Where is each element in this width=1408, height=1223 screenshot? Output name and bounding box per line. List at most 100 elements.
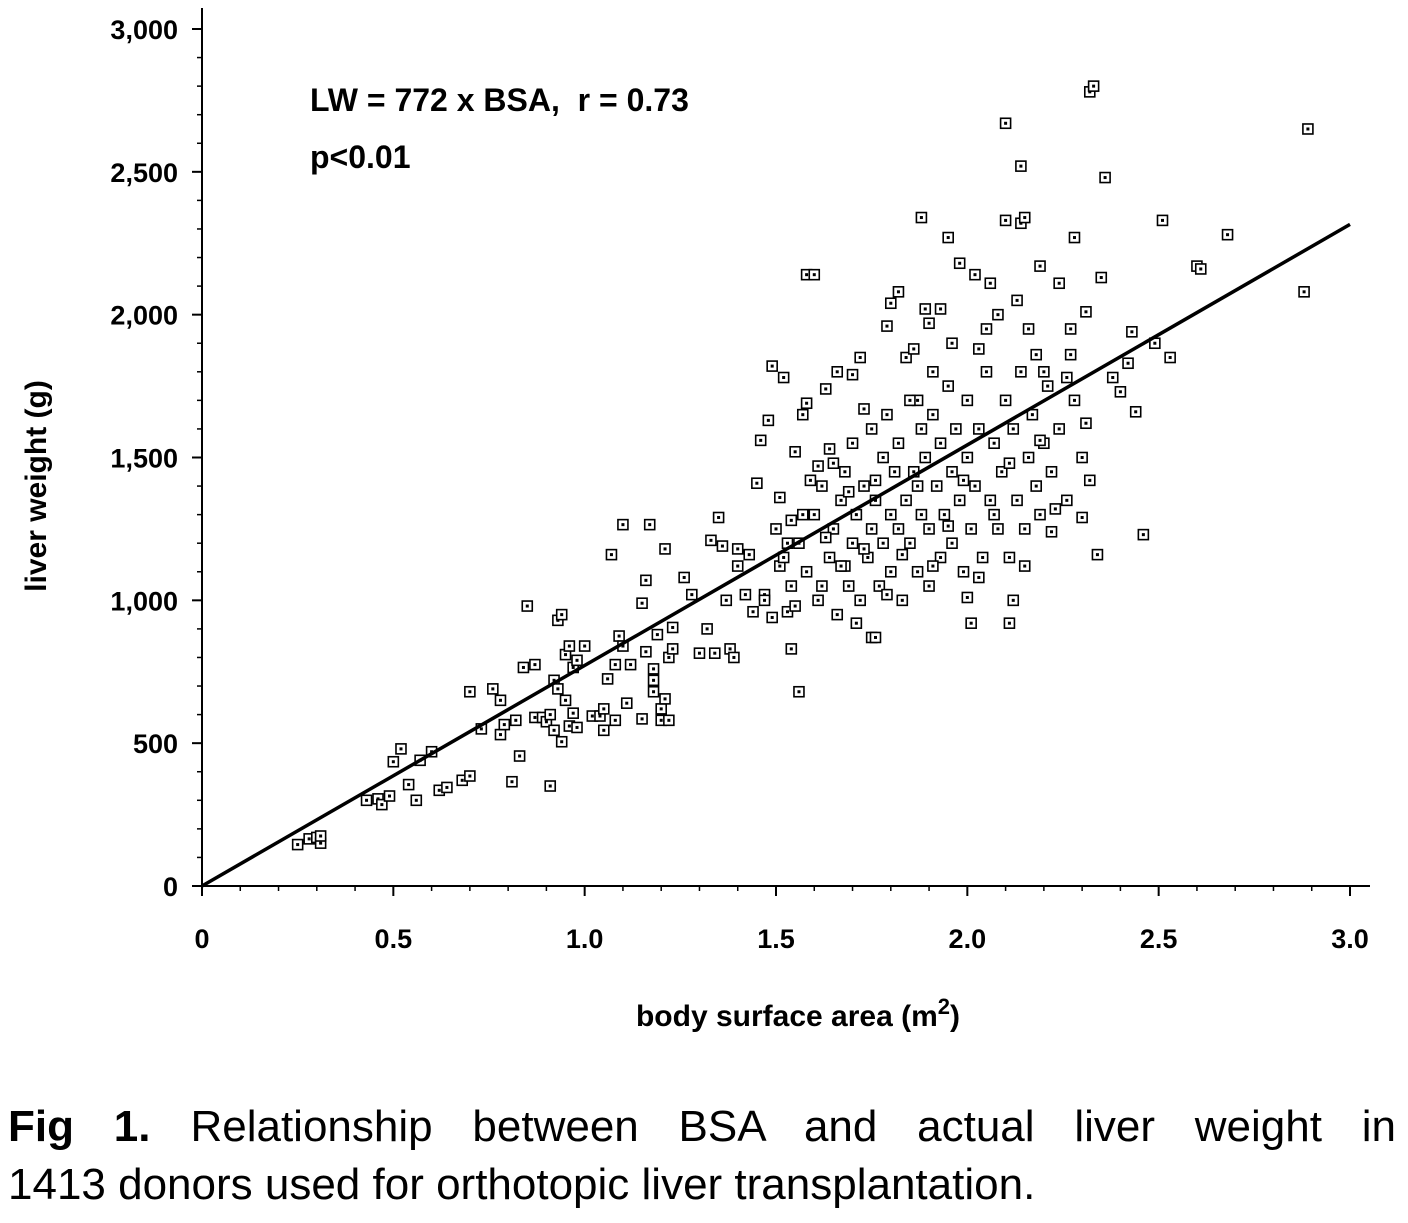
data-point-center <box>518 754 522 758</box>
data-point-center <box>705 627 709 631</box>
data-point-center <box>896 290 900 294</box>
data-point-center <box>889 301 893 305</box>
data-point-center <box>782 376 786 380</box>
data-point-center <box>839 564 843 568</box>
data-point-center <box>713 651 717 655</box>
data-point-center <box>939 307 943 311</box>
data-point-center <box>839 498 843 502</box>
data-point-center <box>942 513 946 517</box>
data-point-center <box>896 527 900 531</box>
data-point-center <box>789 647 793 651</box>
data-point-center <box>1141 533 1145 537</box>
data-point-center <box>1004 398 1008 402</box>
data-point-center <box>575 725 579 729</box>
data-point-center <box>564 653 568 657</box>
data-point-center <box>973 484 977 488</box>
data-point-center <box>778 564 782 568</box>
data-point-center <box>1065 498 1069 502</box>
data-point-center <box>391 760 395 764</box>
data-point-center <box>801 513 805 517</box>
data-point-center <box>1004 218 1008 222</box>
data-point-center <box>831 527 835 531</box>
data-point-center <box>828 447 832 451</box>
data-point-center <box>858 598 862 602</box>
data-point-center <box>621 523 625 527</box>
x-tick-label: 0.5 <box>375 924 413 954</box>
data-point-center <box>1046 384 1050 388</box>
data-point-center <box>1027 327 1031 331</box>
data-point-center <box>904 356 908 360</box>
data-point-center <box>977 347 981 351</box>
data-point-center <box>816 598 820 602</box>
data-point-center <box>977 427 981 431</box>
data-point-center <box>774 527 778 531</box>
data-point-center <box>319 841 323 845</box>
data-point-center <box>1053 507 1057 511</box>
data-point-center <box>460 778 464 782</box>
data-point-center <box>900 598 904 602</box>
scatter-chart: 0 500 1,000 1,500 2,000 2,500 3,000 0 0.5 1.0 1.5… <box>20 8 1370 1033</box>
data-point-center <box>912 347 916 351</box>
data-point-center <box>1126 361 1130 365</box>
data-point-center <box>1004 121 1008 125</box>
data-point-center <box>812 513 816 517</box>
data-point-center <box>801 413 805 417</box>
data-point-center <box>1069 353 1073 357</box>
data-point-center <box>1023 564 1027 568</box>
data-point-center <box>919 216 923 220</box>
data-point-center <box>602 728 606 732</box>
data-point-center <box>743 593 747 597</box>
regression-line <box>201 222 1351 888</box>
data-point-center <box>828 555 832 559</box>
data-point-center <box>939 441 943 445</box>
data-point-center <box>946 384 950 388</box>
data-point-center <box>778 495 782 499</box>
data-point-center <box>445 785 449 789</box>
data-point-center <box>1065 376 1069 380</box>
data-point-center <box>514 718 518 722</box>
data-point-center <box>988 498 992 502</box>
data-point-center <box>521 665 525 669</box>
data-point-center <box>824 387 828 391</box>
data-point-center <box>1015 298 1019 302</box>
data-point-center <box>923 456 927 459</box>
figure-caption: Fig 1. Relationship between BSA and actua… <box>8 1098 1396 1214</box>
data-point-center <box>602 707 606 711</box>
data-point-center <box>854 513 858 517</box>
caption-text-1: Relationship between BSA and actual live… <box>190 1102 1397 1151</box>
data-point-center <box>498 698 502 702</box>
data-point-center <box>870 527 874 531</box>
data-point-center <box>560 740 564 744</box>
data-point-center <box>793 604 797 608</box>
data-point-center <box>667 718 671 722</box>
data-point-center <box>904 498 908 502</box>
data-point-center <box>770 364 774 368</box>
y-tick-label: 1,500 <box>110 444 178 474</box>
data-point-center <box>889 570 893 574</box>
data-point-center <box>923 307 927 311</box>
data-point-center <box>805 570 809 574</box>
data-point-center <box>824 535 828 539</box>
data-point-center <box>498 733 502 737</box>
x-tick-label: 2.0 <box>949 924 987 954</box>
y-tick-label: 2,000 <box>110 301 178 331</box>
data-point-center <box>793 450 797 454</box>
data-point-center <box>847 584 851 588</box>
data-point-center <box>770 615 774 619</box>
data-point-center <box>881 456 885 459</box>
data-point-center <box>1015 498 1019 502</box>
y-tick-label: 0 <box>163 872 178 902</box>
data-point-center <box>877 584 881 588</box>
data-point-center <box>598 714 602 718</box>
data-point-center <box>992 513 996 517</box>
data-point-center <box>1007 555 1011 559</box>
x-axis-title-main: body surface area (m <box>636 1000 938 1033</box>
data-point-center <box>407 783 411 787</box>
data-point-center <box>1134 410 1138 414</box>
data-point-center <box>931 413 935 417</box>
data-point-center <box>682 575 686 579</box>
data-point-center <box>652 667 656 671</box>
data-point-center <box>644 578 648 582</box>
data-point-center <box>609 553 613 557</box>
caption-line-1: Fig 1. Relationship between BSA and actua… <box>8 1098 1396 1156</box>
